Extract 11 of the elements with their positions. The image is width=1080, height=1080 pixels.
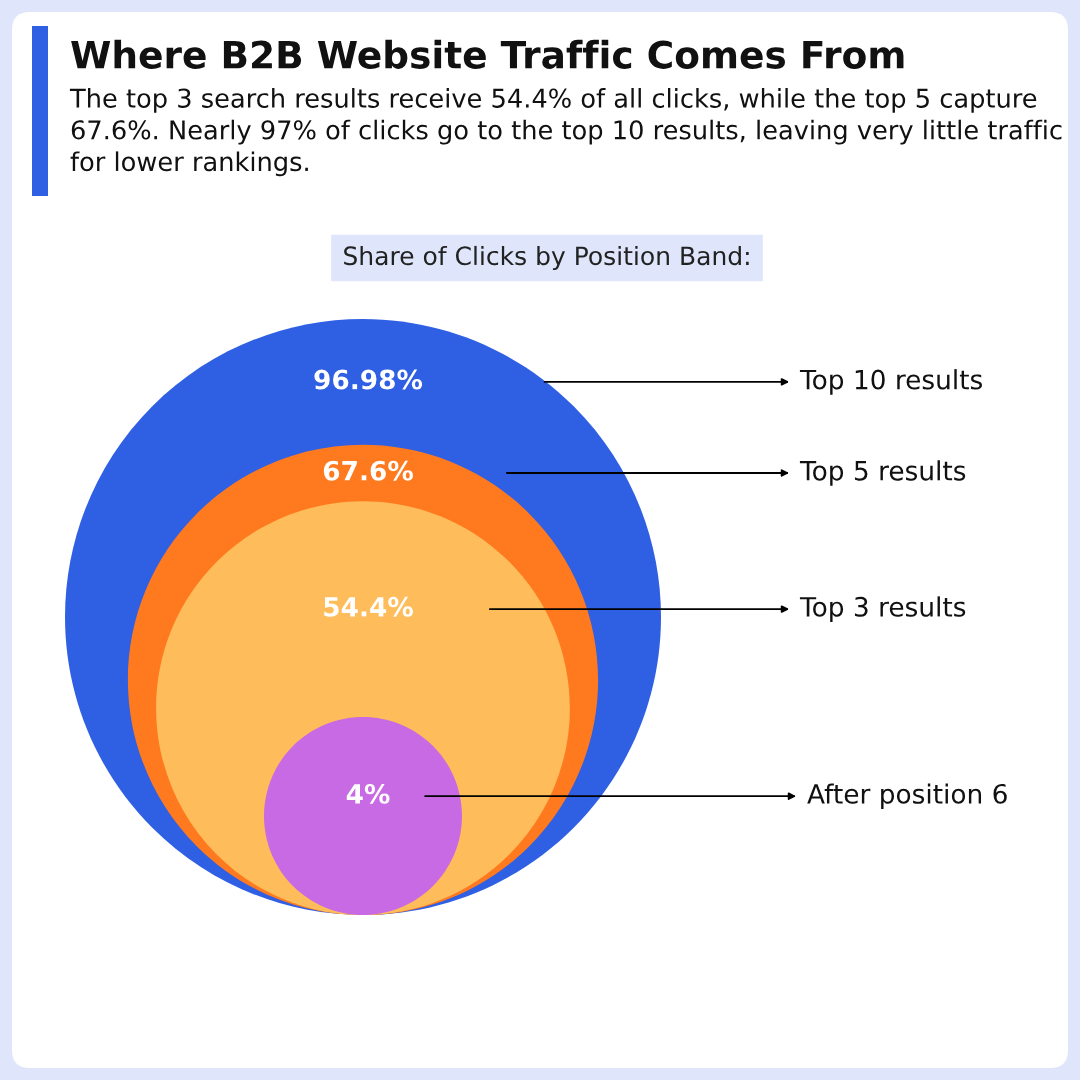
data-label: 54.4% [324,596,413,617]
category-label: Top 10 results [799,369,982,395]
data-label: 4% [346,783,390,804]
category-label: After position 6 [807,783,1007,809]
data-label: 67.6% [323,460,413,481]
data-label: 96.98% [314,369,423,390]
text: Where B2B Website Traffic Comes From [71,39,904,69]
category-label: Top 3 results [799,596,966,622]
text: Share of Clicks by Position Band: [344,245,749,271]
text: The top 3 search results receive 54.4% of all clicks, while the top 5 capture 67.6%. Nearly 97% of clicks go to the top 10 results, leaving very little traffic for lower rankings. [69,88,1062,177]
category-label: Top 5 results [799,460,966,486]
